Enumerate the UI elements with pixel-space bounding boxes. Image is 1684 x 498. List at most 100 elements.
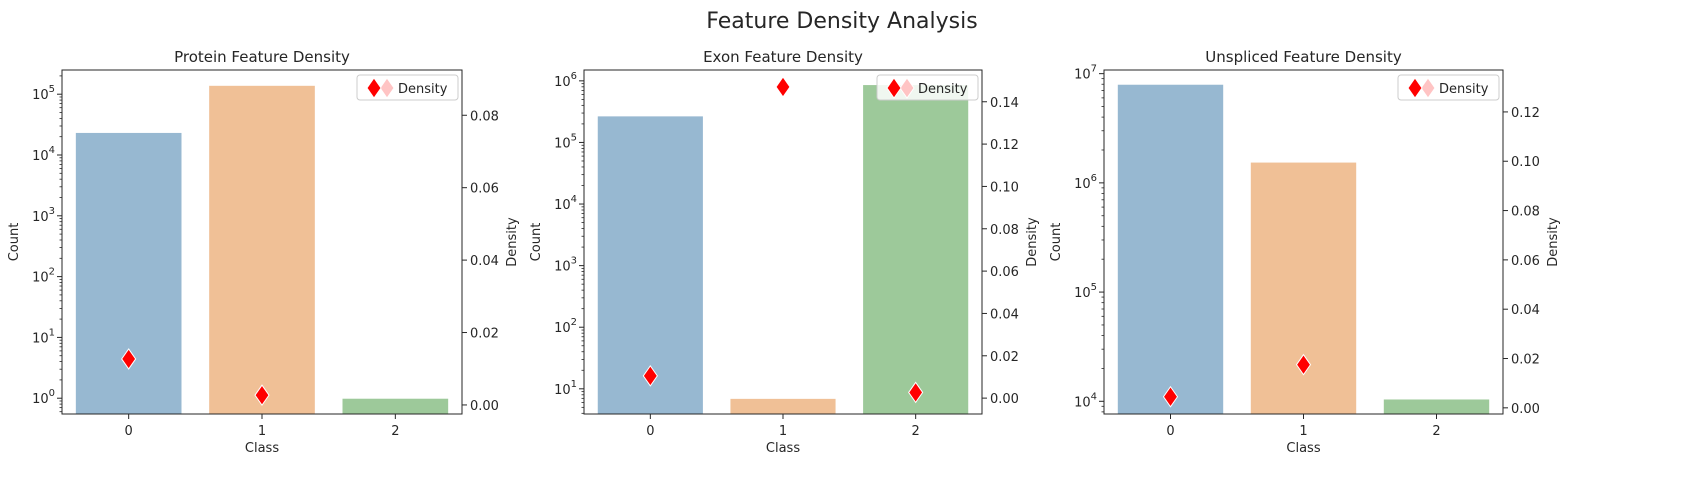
chart-panel-2: Unspliced Feature Density 0 1 2 Class 104 105 1… <box>1049 48 1561 456</box>
density-point-1 <box>1295 353 1312 376</box>
x-tick-label: 1 <box>1299 424 1307 439</box>
x-tick-label: 2 <box>1432 424 1440 439</box>
y2-tick-label: 0.02 <box>990 350 1019 365</box>
y2-axis-label: Density <box>1546 217 1561 267</box>
panel-title: Exon Feature Density <box>703 48 863 66</box>
y-tick-exponent: 3 <box>49 206 55 217</box>
legend-marker <box>366 77 382 99</box>
bar-0 <box>596 115 704 415</box>
legend: Density <box>1397 74 1500 101</box>
y-tick-label: 102 <box>554 317 577 336</box>
density-point-2 <box>908 381 924 404</box>
y-tick-exponent: 2 <box>571 317 577 328</box>
y2-tick-label: 0.08 <box>990 223 1019 238</box>
y-tick-exponent: 6 <box>1091 173 1097 184</box>
y2-tick-label: 0.06 <box>1511 254 1540 269</box>
density-point-1 <box>775 76 791 98</box>
y-tick-exponent: 1 <box>571 379 577 390</box>
y2-tick-label: 0.06 <box>990 265 1019 280</box>
y-tick-exponent: 1 <box>49 327 55 338</box>
y-tick-exponent: 4 <box>49 145 55 156</box>
y-axis-label: Count <box>7 223 22 262</box>
y2-tick-label: 0.00 <box>470 399 499 414</box>
legend-label: Density <box>398 82 448 97</box>
legend: Density <box>356 74 459 101</box>
legend-marker-faded <box>899 77 915 99</box>
y2-tick-label: 0.04 <box>990 307 1019 322</box>
y2-tick-label: 0.04 <box>470 254 499 269</box>
legend: Density <box>876 74 979 101</box>
y-tick-label: 107 <box>1074 64 1097 83</box>
x-tick-label: 1 <box>779 424 787 439</box>
y-tick-label: 104 <box>1074 391 1097 410</box>
bar-0 <box>74 131 183 415</box>
bar-1 <box>729 397 837 415</box>
y2-tick-label: 0.06 <box>470 182 499 197</box>
chart-panel-0: Protein Feature Density 0 1 2 Class 100 101 102… <box>7 48 520 456</box>
y-tick-exponent: 4 <box>1091 391 1097 402</box>
y-tick-exponent: 5 <box>1091 282 1097 293</box>
x-axis-label: Class <box>1286 441 1320 456</box>
bar-2 <box>1382 398 1491 415</box>
y2-tick-label: 0.10 <box>990 180 1019 195</box>
y-tick-label: 101 <box>32 327 55 346</box>
y2-axis-label: Density <box>1025 217 1040 267</box>
y-tick-label: 102 <box>32 267 55 286</box>
x-tick-label: 2 <box>912 424 920 439</box>
panel-title: Protein Feature Density <box>174 48 350 66</box>
x-axis-label: Class <box>766 441 800 456</box>
chart-panel-1: Exon Feature Density 0 1 2 Class 101 102 103 104… <box>529 48 1040 456</box>
legend-box <box>876 74 979 101</box>
y-tick-label: 103 <box>32 206 55 225</box>
y-tick-label: 105 <box>1074 282 1097 301</box>
legend-label: Density <box>918 82 968 97</box>
y2-tick-label: 0.12 <box>990 138 1019 153</box>
y-tick-label: 105 <box>32 84 55 103</box>
density-point-0 <box>642 365 658 387</box>
y-tick-label: 100 <box>32 388 55 407</box>
x-tick-label: 2 <box>391 424 399 439</box>
y-tick-label: 104 <box>554 194 577 213</box>
legend-box <box>1397 74 1500 101</box>
legend-marker-faded <box>379 77 395 99</box>
y2-tick-label: 0.10 <box>1511 155 1540 170</box>
figure-title: Feature Density Analysis <box>706 9 977 34</box>
y2-tick-label: 0.08 <box>1511 205 1540 220</box>
density-point-1 <box>254 384 270 407</box>
y-tick-label: 105 <box>554 132 577 151</box>
y-axis-label: Count <box>1049 223 1064 262</box>
bar-2 <box>341 397 450 415</box>
y-tick-exponent: 5 <box>571 132 577 143</box>
y-tick-label: 106 <box>1074 173 1097 192</box>
x-tick-label: 0 <box>1166 424 1174 439</box>
y-axis-label: Count <box>529 223 544 262</box>
y2-tick-label: 0.04 <box>1511 303 1540 318</box>
y-tick-label: 101 <box>554 379 577 398</box>
density-point-0 <box>1162 385 1179 408</box>
y2-tick-label: 0.00 <box>990 392 1019 407</box>
legend-marker-faded <box>1420 77 1436 99</box>
y-tick-exponent: 0 <box>49 388 55 399</box>
y-tick-exponent: 7 <box>1091 64 1097 75</box>
bar-1 <box>1249 161 1358 415</box>
legend-box <box>356 74 459 101</box>
y-tick-exponent: 5 <box>49 84 55 95</box>
x-tick-label: 0 <box>646 424 654 439</box>
density-point-0 <box>121 348 137 370</box>
y-tick-label: 103 <box>554 256 577 275</box>
y2-axis-label: Density <box>505 217 520 267</box>
y2-tick-label: 0.02 <box>470 327 499 342</box>
legend-marker <box>1407 77 1423 99</box>
x-axis-label: Class <box>245 441 279 456</box>
x-tick-label: 0 <box>125 424 133 439</box>
legend-marker <box>886 77 902 99</box>
y-tick-label: 106 <box>554 71 577 90</box>
y-tick-exponent: 4 <box>571 194 577 205</box>
y2-tick-label: 0.12 <box>1511 106 1540 121</box>
y-tick-label: 104 <box>32 145 55 164</box>
y-tick-exponent: 2 <box>49 267 55 278</box>
legend-label: Density <box>1439 82 1489 97</box>
y-tick-exponent: 3 <box>571 256 577 267</box>
